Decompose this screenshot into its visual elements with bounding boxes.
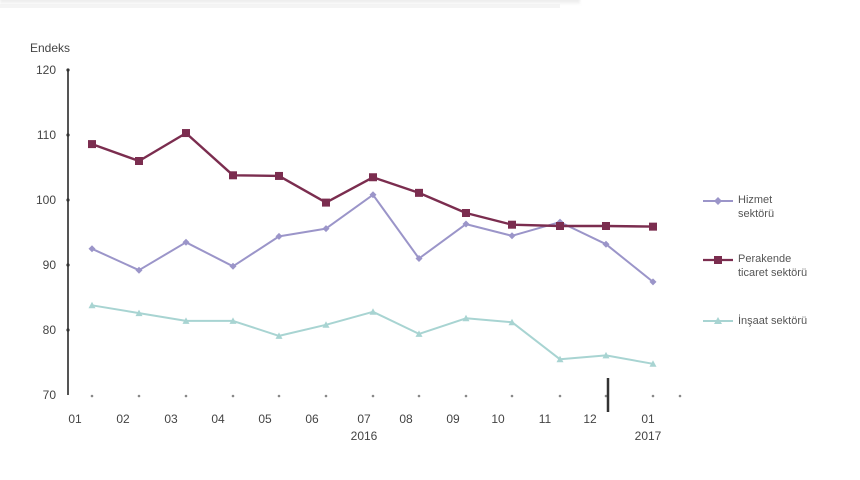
y-tick-80: 80 bbox=[43, 323, 57, 337]
data-point bbox=[322, 225, 330, 233]
x-tick-label: 04 bbox=[211, 412, 225, 426]
series-square bbox=[88, 129, 657, 231]
legend-item-hizmet: Hizmet sektörü bbox=[703, 194, 774, 220]
x-tick-label: 09 bbox=[446, 412, 460, 426]
data-point bbox=[88, 245, 96, 253]
data-point bbox=[182, 238, 190, 246]
x-axis-labels: 01 02 03 04 05 06 07 08 09 10 11 12 01 2… bbox=[68, 412, 661, 443]
data-point bbox=[415, 255, 423, 262]
data-point bbox=[556, 222, 564, 230]
data-point bbox=[462, 209, 470, 217]
data-point bbox=[508, 220, 516, 229]
y-tick-70: 70 bbox=[43, 388, 57, 402]
x-tick-label: 06 bbox=[305, 412, 319, 426]
data-point bbox=[462, 220, 470, 228]
x-tick-label: 01 bbox=[68, 412, 82, 426]
year-label-2016: 2016 bbox=[351, 429, 378, 443]
data-point bbox=[275, 332, 283, 339]
x-tick-label: 03 bbox=[164, 412, 178, 426]
data-point bbox=[275, 232, 283, 240]
x-tick-label: 10 bbox=[491, 412, 505, 426]
data-point bbox=[229, 171, 237, 180]
data-point bbox=[275, 171, 283, 180]
data-point bbox=[322, 321, 330, 328]
x-tick-label: 05 bbox=[258, 412, 272, 426]
data-point bbox=[415, 330, 423, 337]
legend-label: İnşaat sektörü bbox=[738, 314, 807, 327]
data-point bbox=[135, 157, 143, 165]
chart-title-clipped bbox=[0, 0, 580, 4]
series-diamond bbox=[88, 191, 657, 286]
x-tick-label: 01 bbox=[641, 412, 655, 426]
data-point bbox=[135, 309, 143, 317]
data-point bbox=[88, 140, 96, 149]
y-tick-110: 110 bbox=[37, 128, 56, 142]
diamond-marker-icon bbox=[714, 197, 722, 205]
data-point bbox=[182, 317, 190, 324]
data-point bbox=[369, 308, 377, 315]
data-point bbox=[229, 262, 237, 270]
data-point bbox=[135, 266, 143, 274]
data-point bbox=[602, 222, 610, 230]
x-tick-label: 08 bbox=[399, 412, 413, 426]
data-point bbox=[322, 198, 330, 207]
data-point bbox=[369, 191, 377, 199]
legend-label: Hizmet bbox=[738, 194, 772, 206]
legend: Hizmet sektörü Perakende ticaret sektörü… bbox=[703, 194, 807, 327]
x-tick-label: 07 bbox=[357, 412, 371, 426]
y-tick-90: 90 bbox=[43, 258, 57, 272]
data-point bbox=[88, 301, 96, 309]
y-axis-unit-label: Endeks bbox=[30, 41, 70, 55]
legend-item-insaat: İnşaat sektörü bbox=[703, 314, 807, 327]
data-point bbox=[602, 351, 610, 359]
data-point bbox=[369, 173, 377, 182]
series-triangle bbox=[88, 301, 657, 367]
chart-subtitle-clipped bbox=[0, 4, 560, 8]
data-point bbox=[556, 355, 564, 363]
series-layer bbox=[88, 129, 657, 367]
data-point bbox=[229, 317, 237, 324]
x-axis-ticks bbox=[90, 394, 682, 398]
square-marker-icon bbox=[714, 256, 722, 264]
legend-label: sektörü bbox=[738, 208, 774, 220]
y-tick-120: 120 bbox=[36, 63, 56, 77]
x-tick-label: 11 bbox=[539, 412, 552, 426]
x-tick-label: 12 bbox=[583, 412, 597, 426]
x-tick-label: 02 bbox=[116, 412, 130, 426]
data-point bbox=[508, 318, 516, 326]
data-point bbox=[649, 222, 657, 231]
data-point bbox=[508, 232, 516, 240]
legend-label: ticaret sektörü bbox=[738, 267, 807, 279]
data-point bbox=[182, 129, 190, 138]
data-point bbox=[602, 240, 610, 248]
data-point bbox=[462, 314, 470, 322]
data-point bbox=[649, 278, 657, 286]
year-label-2017: 2017 bbox=[635, 429, 662, 443]
legend-label: Perakende bbox=[738, 253, 791, 265]
y-axis-ticks: 120 110 100 90 80 70 bbox=[36, 63, 70, 402]
data-point bbox=[649, 360, 657, 367]
data-point bbox=[415, 188, 423, 197]
triangle-marker-icon bbox=[714, 317, 722, 324]
y-tick-100: 100 bbox=[36, 193, 56, 207]
legend-item-perakende: Perakende ticaret sektörü bbox=[703, 253, 807, 279]
